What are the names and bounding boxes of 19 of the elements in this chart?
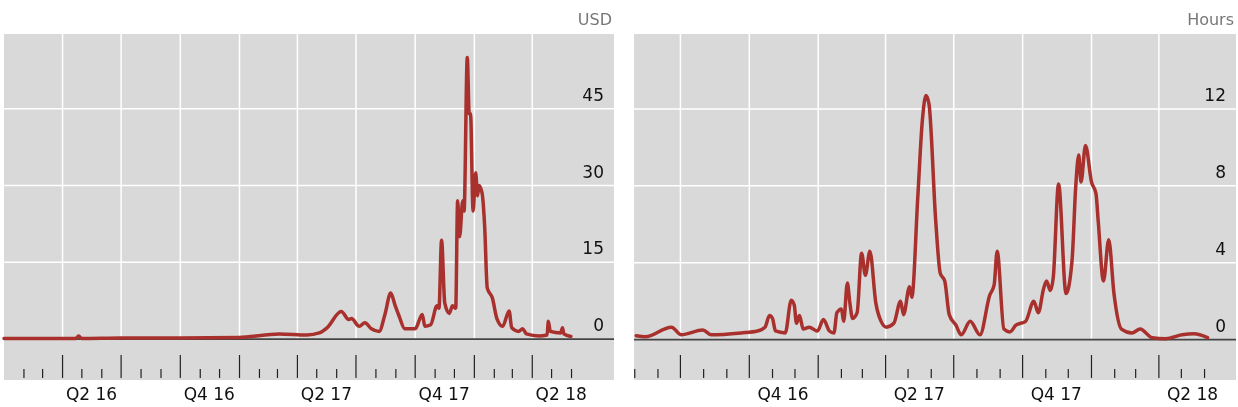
y-tick-label: 12 [1204, 84, 1226, 105]
y-tick-label: 15 [582, 238, 604, 259]
x-tick-label: Q2 18 [535, 384, 587, 404]
y-axis-title: USD [577, 10, 612, 29]
x-tick-label: Q2 18 [1166, 384, 1219, 404]
y-axis-title: Hours [1187, 10, 1234, 29]
y-tick-label: 0 [593, 315, 604, 336]
x-tick-label: Q4 16 [183, 384, 235, 404]
x-tick-label: Q4 17 [418, 384, 470, 404]
y-tick-label: 30 [582, 161, 604, 182]
x-tick-label: Q4 16 [757, 384, 809, 404]
x-tick-label: Q4 17 [1030, 384, 1082, 404]
y-tick-label: 8 [1215, 161, 1226, 182]
y-tick-label: 45 [582, 84, 604, 105]
x-tick-label: Q2 16 [65, 384, 118, 404]
y-tick-label: 4 [1215, 238, 1226, 259]
x-tick-label: Q2 17 [893, 384, 945, 404]
x-tick-label: Q2 17 [300, 384, 352, 404]
y-tick-label: 0 [1215, 315, 1226, 336]
